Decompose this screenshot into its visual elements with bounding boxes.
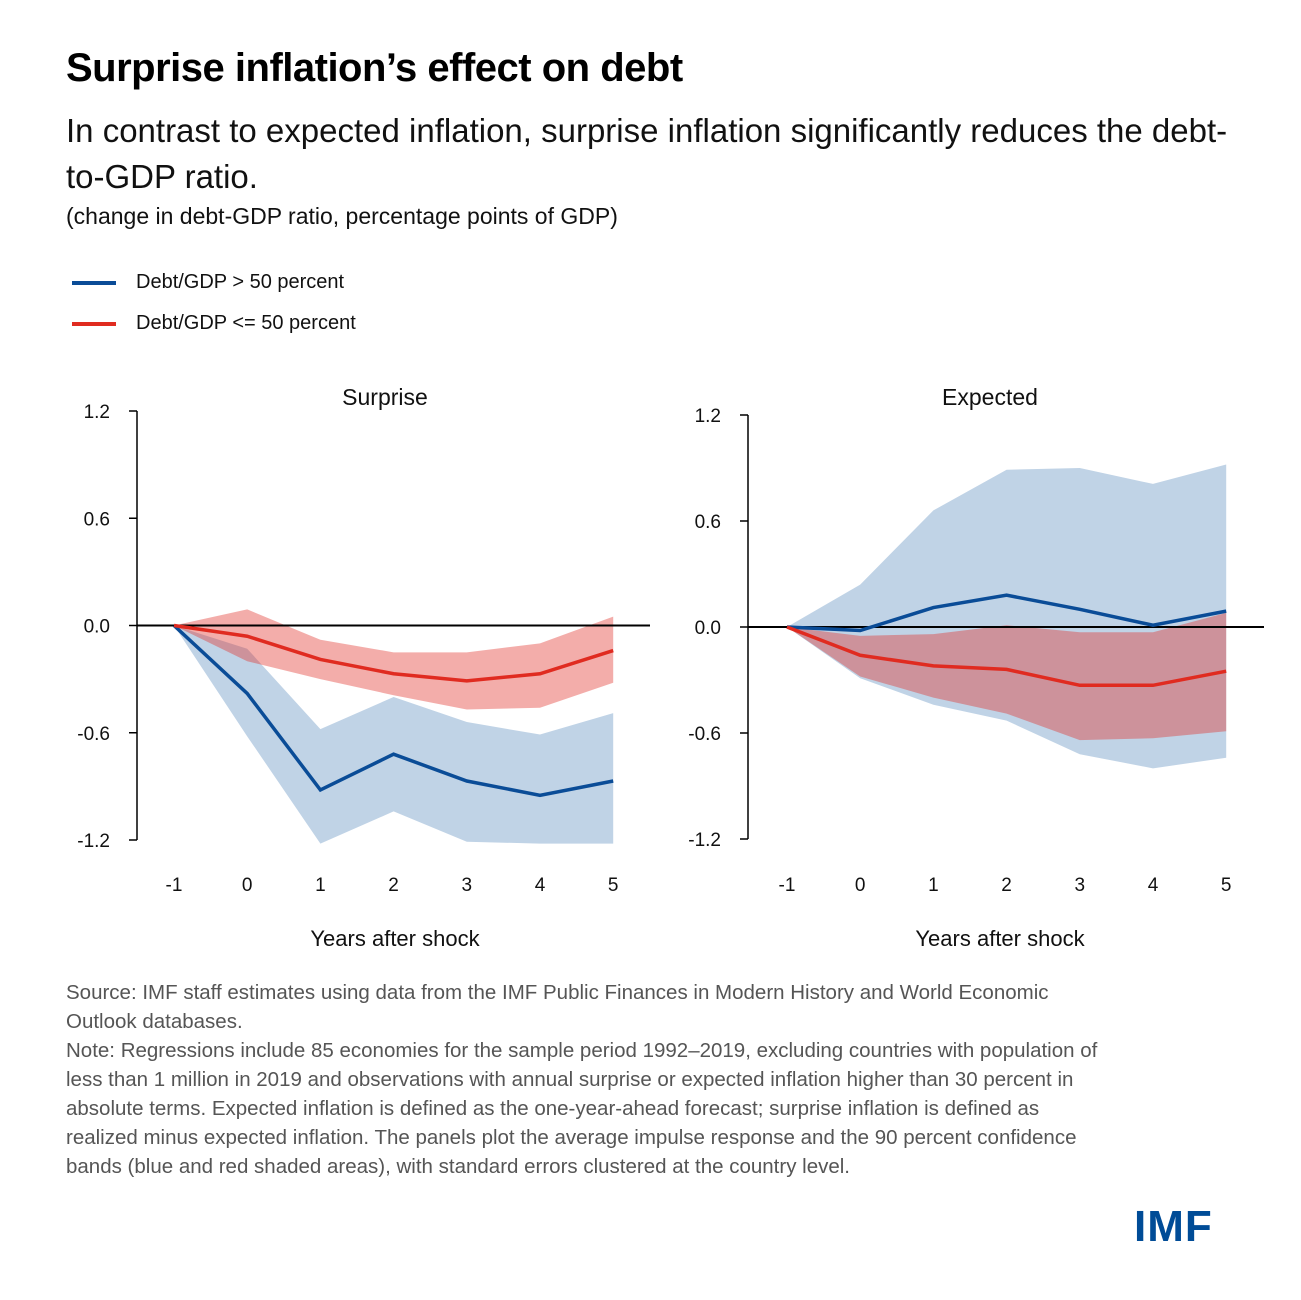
legend-label: Debt/GDP > 50 percent: [136, 271, 345, 293]
legend: Debt/GDP > 50 percent Debt/GDP <= 50 per…: [72, 262, 356, 344]
x-tick-label: 1: [928, 875, 939, 896]
legend-swatch-red-line: [72, 321, 116, 326]
chart-title: Surprise inflation’s effect on debt: [66, 46, 683, 90]
imf-logo: IMF: [1134, 1202, 1213, 1251]
x-tick-label: -1: [779, 875, 796, 896]
confidence-band-low-debt: [174, 609, 614, 710]
y-tick-label: 0.6: [695, 512, 721, 533]
y-tick-label: 0.0: [84, 617, 110, 638]
y-tick-label: 0.6: [84, 509, 110, 530]
x-tick-label: 0: [855, 875, 866, 896]
y-tick-label: 0.0: [695, 618, 721, 639]
x-tick-label: 2: [388, 875, 399, 896]
panel-title: Surprise: [342, 384, 428, 410]
series-line-high-debt: [172, 624, 614, 798]
panel-surprise: Surprise 1.2 0.6 0.0 -0.6 -1.2 -1 0 1 2 3 4 5 Years a…: [77, 384, 650, 951]
x-tick-label: -1: [166, 875, 183, 896]
series-line-low-debt: [173, 623, 614, 683]
chart-subtitle: In contrast to expected inflation, surpr…: [66, 112, 1228, 195]
x-axis-title: Years after shock: [310, 926, 480, 951]
panel-title: Expected: [942, 384, 1038, 410]
y-tick-label: -0.6: [688, 724, 721, 745]
x-tick-label: 4: [1148, 875, 1159, 896]
charts-area: Surprise 1.2 0.6 0.0 -0.6 -1.2 -1 0 1 2 3 4 5 Years a…: [77, 384, 1264, 951]
x-tick-label: 5: [608, 875, 619, 896]
x-tick-label: 0: [242, 875, 253, 896]
legend-label: Debt/GDP <= 50 percent: [136, 312, 356, 334]
units-label: (change in debt-GDP ratio, percentage po…: [66, 203, 618, 229]
x-tick-label: 3: [462, 875, 473, 896]
x-tick-label: 1: [315, 875, 326, 896]
x-tick-label: 2: [1001, 875, 1012, 896]
methodology-note: Note: Regressions include 85 economies f…: [66, 1039, 1098, 1178]
footer-notes: Source: IMF staff estimates using data f…: [66, 978, 1106, 1181]
y-tick-label: 1.2: [84, 402, 110, 423]
y-tick-label: 1.2: [695, 406, 721, 427]
y-tick-label: -1.2: [688, 830, 721, 851]
y-tick-label: -0.6: [77, 724, 110, 745]
x-tick-label: 4: [535, 875, 546, 896]
source-note: Source: IMF staff estimates using data f…: [66, 981, 1049, 1033]
panel-expected: Expected 1.2 0.6 0.0 -0.6 -1.2 -1 0 1 2 3 4 5 Years a…: [688, 384, 1264, 951]
x-tick-label: 3: [1075, 875, 1086, 896]
x-tick-label: 5: [1221, 875, 1232, 896]
legend-item-high-debt: Debt/GDP > 50 percent: [72, 262, 356, 303]
series-line-high-debt: [786, 593, 1227, 633]
legend-swatch-blue-line: [72, 280, 116, 285]
series-line-low-debt: [786, 625, 1227, 688]
legend-item-low-debt: Debt/GDP <= 50 percent: [72, 303, 356, 344]
confidence-band-high-debt: [787, 464, 1227, 769]
confidence-band-low-debt: [787, 612, 1227, 741]
y-tick-label: -1.2: [77, 831, 110, 852]
x-axis-title: Years after shock: [915, 926, 1085, 951]
